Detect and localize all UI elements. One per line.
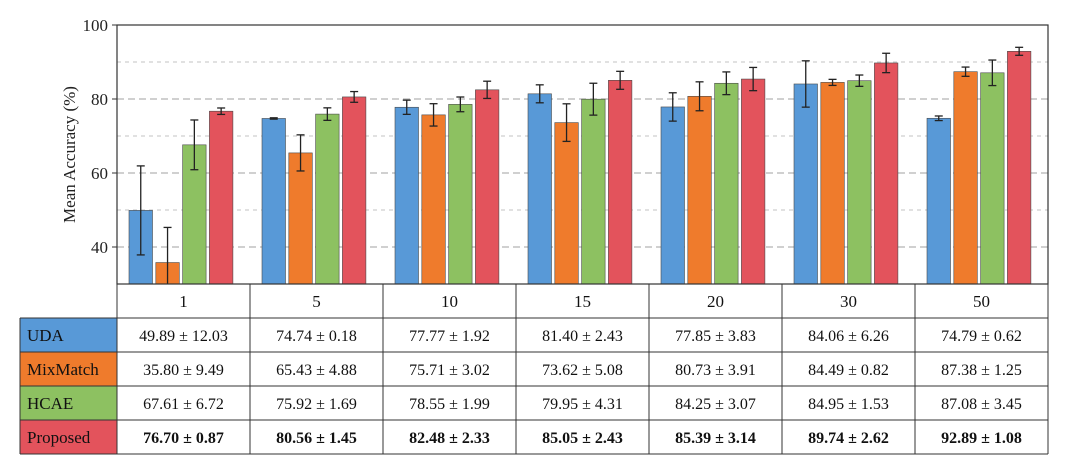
x-tick-label-5: 5 (312, 292, 321, 311)
bar-hcae-10 (448, 104, 473, 285)
legend-swatch-proposed (20, 420, 117, 454)
table-cell-uda-30: 84.06 ± 6.26 (808, 328, 889, 345)
bar-uda-30 (793, 83, 818, 285)
y-tick-label-40: 40 (91, 238, 108, 257)
bar-proposed-10 (475, 89, 500, 285)
table-cell-proposed-15: 85.05 ± 2.43 (542, 430, 623, 447)
legend-swatch-uda (20, 318, 117, 352)
x-tick-label-50: 50 (973, 292, 990, 311)
table-cell-hcae-1: 67.61 ± 6.72 (143, 396, 224, 413)
legend-label-hcae: HCAE (27, 394, 73, 413)
table-cell-hcae-20: 84.25 ± 3.07 (675, 396, 756, 413)
bar-uda-20 (660, 106, 685, 285)
table-cell-hcae-50: 87.08 ± 3.45 (941, 396, 1022, 413)
table-cell-mixmatch-5: 65.43 ± 4.88 (276, 362, 357, 379)
table-cell-proposed-30: 89.74 ± 2.62 (808, 430, 889, 447)
table-cell-mixmatch-50: 87.38 ± 1.25 (941, 362, 1022, 379)
bar-proposed-20 (741, 78, 766, 285)
table-cell-mixmatch-15: 73.62 ± 5.08 (542, 362, 623, 379)
bar-mixmatch-50 (953, 71, 978, 285)
table-cell-proposed-20: 85.39 ± 3.14 (675, 430, 756, 447)
bar-uda-15 (527, 93, 552, 285)
bar-proposed-30 (874, 62, 899, 285)
table-cell-proposed-1: 76.70 ± 0.87 (143, 430, 224, 447)
bar-mixmatch-20 (687, 95, 712, 285)
bar-uda-10 (394, 106, 419, 285)
table-cell-proposed-5: 80.56 ± 1.45 (276, 430, 357, 447)
x-tick-label-30: 30 (840, 292, 857, 311)
bar-mixmatch-10 (421, 114, 446, 285)
table-cell-mixmatch-30: 84.49 ± 0.82 (808, 362, 889, 379)
table-cell-hcae-30: 84.95 ± 1.53 (808, 396, 889, 413)
y-tick-label-60: 60 (91, 164, 108, 183)
table-cell-proposed-10: 82.48 ± 2.33 (409, 430, 490, 447)
bar-hcae-20 (714, 82, 739, 285)
x-tick-label-10: 10 (441, 292, 458, 311)
table-cell-mixmatch-10: 75.71 ± 3.02 (409, 362, 490, 379)
x-tick-label-15: 15 (574, 292, 591, 311)
x-tick-label-1: 1 (179, 292, 188, 311)
bar-mixmatch-30 (820, 82, 845, 285)
bar-proposed-1 (209, 110, 234, 285)
table-cell-uda-15: 81.40 ± 2.43 (542, 328, 623, 345)
table-cell-uda-1: 49.89 ± 12.03 (139, 328, 228, 345)
table-cell-hcae-5: 75.92 ± 1.69 (276, 396, 357, 413)
legend-label-proposed: Proposed (27, 428, 91, 447)
legend-label-mixmatch: MixMatch (27, 360, 99, 379)
bar-uda-50 (926, 117, 951, 285)
legend-label-uda: UDA (27, 326, 65, 345)
bar-proposed-15 (608, 80, 633, 285)
bar-proposed-50 (1007, 51, 1032, 285)
y-tick-label-100: 100 (83, 16, 109, 35)
x-tick-label-20: 20 (707, 292, 724, 311)
table-cell-proposed-50: 92.89 ± 1.08 (941, 430, 1022, 447)
bar-mixmatch-15 (554, 122, 579, 285)
legend-swatch-mixmatch (20, 352, 117, 386)
bar-hcae-5 (315, 113, 340, 285)
bar-hcae-50 (980, 72, 1005, 285)
table-cell-uda-5: 74.74 ± 0.18 (276, 328, 357, 345)
table-cell-mixmatch-20: 80.73 ± 3.91 (675, 362, 756, 379)
legend-swatch-hcae (20, 386, 117, 420)
y-tick-label-80: 80 (91, 90, 108, 109)
bar-uda-5 (261, 118, 286, 285)
bar-hcae-15 (581, 98, 606, 285)
bar-mixmatch-5 (288, 152, 313, 285)
table-cell-uda-10: 77.77 ± 1.92 (409, 328, 490, 345)
bar-hcae-30 (847, 80, 872, 285)
table-cell-uda-20: 77.85 ± 3.83 (675, 328, 756, 345)
table-cell-hcae-10: 78.55 ± 1.99 (409, 396, 490, 413)
table-cell-hcae-15: 79.95 ± 4.31 (542, 396, 623, 413)
bar-proposed-5 (342, 96, 367, 285)
table-cell-uda-50: 74.79 ± 0.62 (941, 328, 1022, 345)
table-cell-mixmatch-1: 35.80 ± 9.49 (143, 362, 224, 379)
y-axis-label: Mean Accuracy (%) (60, 86, 79, 223)
